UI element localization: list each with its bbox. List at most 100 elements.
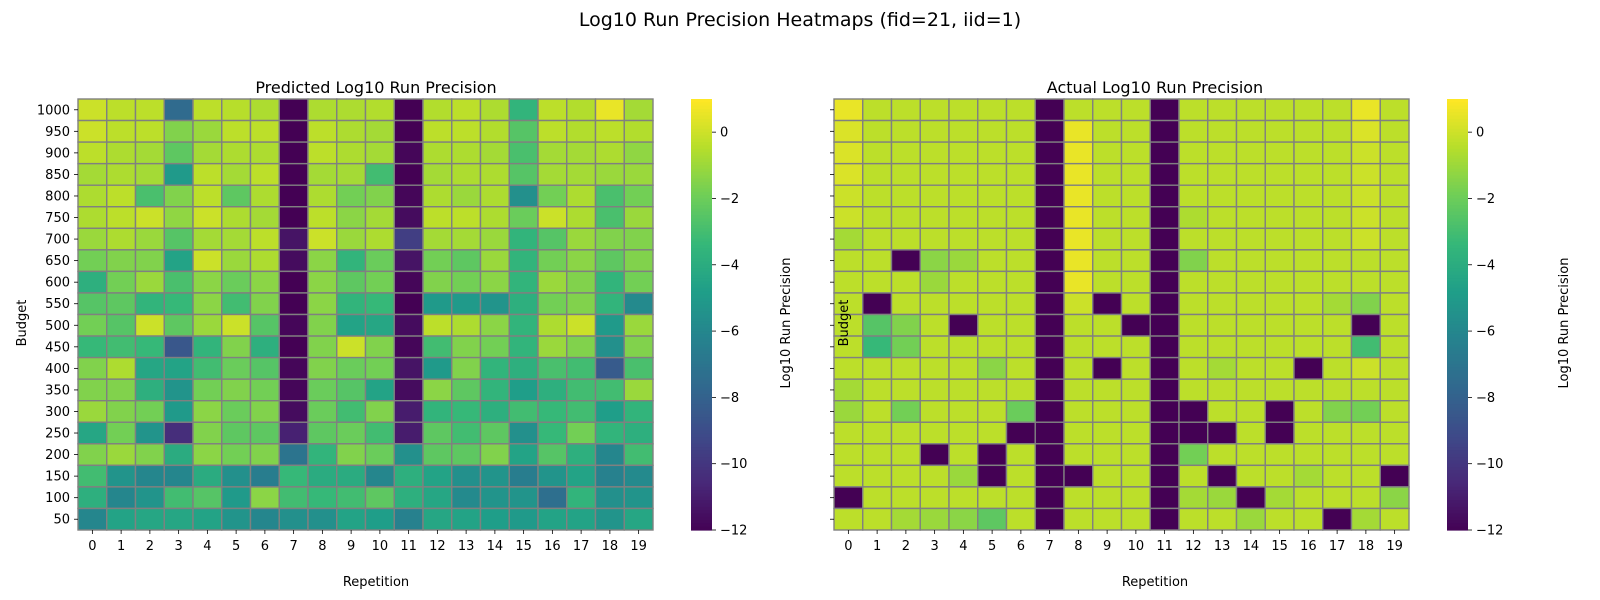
heatmap-cell <box>890 378 921 402</box>
colorbar-gradient-slice <box>691 301 712 306</box>
heatmap-cell <box>422 378 453 402</box>
colorbar-gradient-slice <box>691 364 712 369</box>
heatmap-cell <box>422 162 453 186</box>
heatmap-cell <box>1264 227 1295 251</box>
heatmap-cell <box>594 464 625 488</box>
heatmap-cell <box>890 119 921 143</box>
heatmap-cell <box>833 507 864 531</box>
heatmap-cell <box>890 443 921 467</box>
heatmap-cell <box>307 421 338 445</box>
colorbar-gradient-slice <box>691 201 712 206</box>
colorbar-gradient-slice <box>1447 132 1468 137</box>
heatmap-cell <box>307 464 338 488</box>
heatmap-cell <box>566 486 597 510</box>
heatmap-cell <box>1322 141 1353 165</box>
heatmap-cell <box>479 378 510 402</box>
heatmap-cell <box>1005 400 1036 423</box>
heatmap-cell <box>1322 184 1353 208</box>
heatmap-cell <box>451 464 482 488</box>
x-tick-label: 2 <box>146 539 154 554</box>
heatmap-cell <box>1235 249 1266 273</box>
heatmap-cell <box>1322 98 1353 122</box>
heatmap-cell <box>594 141 625 165</box>
colorbar-gradient-slice <box>691 148 712 153</box>
heatmap-cell <box>364 162 395 186</box>
heatmap-cell <box>977 443 1008 467</box>
heatmap-cell <box>479 507 510 531</box>
colorbar-gradient-slice <box>1447 165 1468 170</box>
heatmap-cell <box>451 335 482 359</box>
heatmap-cell <box>594 227 625 251</box>
colorbar-gradient-slice <box>1447 417 1468 422</box>
heatmap-cell <box>278 313 309 337</box>
heatmap-cell <box>77 378 108 402</box>
heatmap-cell <box>1005 356 1036 380</box>
heatmap-cell <box>249 141 280 165</box>
colorbar-gradient-slice <box>1447 264 1468 269</box>
colorbar-gradient-slice <box>691 221 712 226</box>
colorbar-gradient-slice <box>1447 195 1468 200</box>
heatmap-cell <box>1207 249 1238 273</box>
heatmap-cell <box>1207 464 1238 488</box>
heatmap-cell <box>451 378 482 402</box>
heatmap-cell <box>1092 356 1123 380</box>
heatmap-cell <box>77 249 108 273</box>
colorbar-gradient-slice <box>691 360 712 365</box>
heatmap-cell <box>106 98 137 122</box>
colorbar-gradient-slice <box>1447 407 1468 412</box>
heatmap-cell <box>106 486 137 510</box>
heatmap-cell <box>1034 378 1065 402</box>
heatmap-cell <box>1178 206 1209 229</box>
heatmap-cell <box>1235 335 1266 359</box>
heatmap-cell <box>77 270 108 294</box>
heatmap-cell <box>1322 335 1353 359</box>
colorbar-gradient-slice <box>1447 503 1468 508</box>
heatmap-cell <box>1350 486 1381 510</box>
heatmap-cell <box>919 184 950 208</box>
heatmap-cell <box>1379 421 1410 445</box>
colorbar-gradient-slice <box>691 450 712 455</box>
colorbar-gradient-slice <box>691 513 712 518</box>
heatmap-cell <box>221 270 252 294</box>
colorbar-gradient-slice <box>691 420 712 425</box>
heatmap-cell <box>833 249 864 273</box>
heatmap-cell <box>278 270 309 294</box>
colorbar-gradient-slice <box>691 238 712 243</box>
actual-colorbar: 0 −2 −4 −6 −8 −10 −12 <box>1447 99 1503 539</box>
heatmap-cell <box>977 141 1008 165</box>
heatmap-cell <box>1034 400 1065 423</box>
colorbar-gradient-slice <box>691 158 712 163</box>
heatmap-cell <box>1092 249 1123 273</box>
colorbar-gradient-slice <box>691 440 712 445</box>
heatmap-cell <box>77 400 108 423</box>
heatmap-cell <box>106 184 137 208</box>
heatmap-cell <box>278 356 309 380</box>
heatmap-cell <box>134 486 165 510</box>
colorbar-gradient-slice <box>1447 490 1468 495</box>
colorbar-tick-label: −8 <box>720 391 739 406</box>
heatmap-cell <box>508 270 539 294</box>
x-tick-label: 7 <box>289 539 297 554</box>
colorbar-gradient-slice <box>1447 168 1468 173</box>
heatmap-cell <box>1034 270 1065 294</box>
heatmap-cell <box>862 356 893 380</box>
heatmap-cell <box>364 292 395 316</box>
heatmap-cell <box>1379 292 1410 316</box>
heatmap-cell <box>862 400 893 423</box>
heatmap-cell <box>1350 141 1381 165</box>
colorbar-gradient-slice <box>691 447 712 452</box>
actual-heatmap-cells <box>833 98 1410 531</box>
heatmap-cell <box>1293 141 1324 165</box>
heatmap-cell <box>422 421 453 445</box>
heatmap-cell <box>336 162 367 186</box>
heatmap-cell <box>221 464 252 488</box>
heatmap-cell <box>862 486 893 510</box>
colorbar-gradient-slice <box>1447 510 1468 515</box>
heatmap-cell <box>948 249 979 273</box>
heatmap-cell <box>977 486 1008 510</box>
heatmap-cell <box>1264 249 1295 273</box>
colorbar-gradient-slice <box>691 125 712 130</box>
x-tick-label: 14 <box>1243 539 1260 554</box>
heatmap-cell <box>948 443 979 467</box>
heatmap-cell <box>393 443 424 467</box>
